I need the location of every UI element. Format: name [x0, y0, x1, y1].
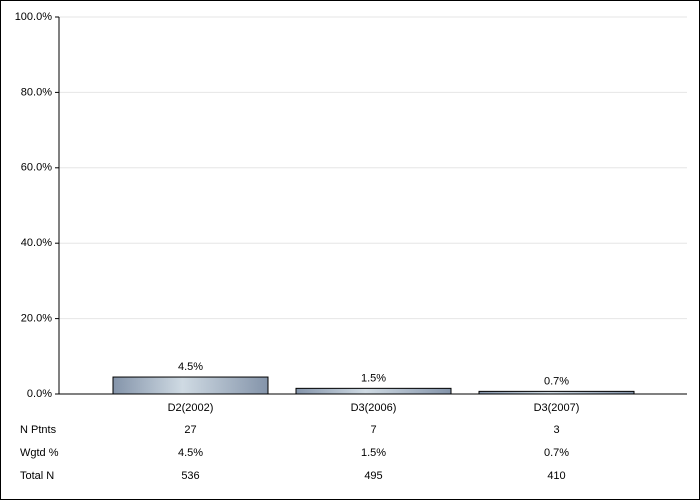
y-tick-label: 80.0%	[21, 86, 52, 98]
row-label: N Ptnts	[20, 424, 57, 436]
value-label: 1.5%	[361, 372, 386, 384]
y-tick-label: 0.0%	[27, 388, 52, 400]
table-cell: 0.7%	[544, 447, 569, 459]
table-cell: 410	[547, 470, 565, 482]
table-cell: 536	[181, 470, 199, 482]
table-cell: 27	[184, 424, 196, 436]
y-tick-label: 40.0%	[21, 237, 52, 249]
y-tick-label: 60.0%	[21, 162, 52, 174]
x-tick-label: D2(2002)	[168, 402, 214, 414]
bar	[295, 387, 452, 395]
y-tick-label: 100.0%	[15, 11, 53, 23]
row-label: Total N	[20, 470, 54, 482]
row-label: Wgtd %	[20, 447, 59, 459]
bar	[112, 376, 269, 395]
bar	[478, 390, 635, 395]
y-tick-label: 20.0%	[21, 313, 52, 325]
x-tick-label: D3(2006)	[351, 402, 397, 414]
table-cell: 4.5%	[178, 447, 203, 459]
value-label: 4.5%	[178, 361, 203, 373]
table-cell: 3	[553, 424, 559, 436]
table-cell: 1.5%	[361, 447, 386, 459]
table-cell: 7	[370, 424, 376, 436]
value-label: 0.7%	[544, 375, 569, 387]
table-cell: 495	[364, 470, 382, 482]
x-tick-label: D3(2007)	[534, 402, 580, 414]
